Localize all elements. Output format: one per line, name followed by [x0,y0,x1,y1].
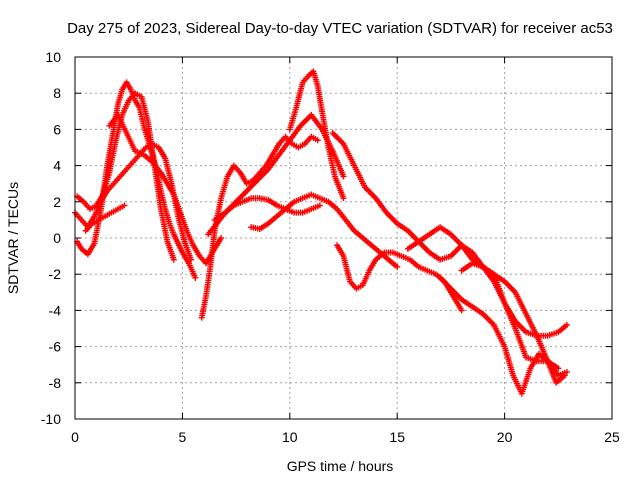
y-tick-label: -6 [49,339,62,355]
data-point [561,372,568,379]
data-point [314,137,321,144]
x-axis-label: GPS time / hours [287,458,394,474]
series-track-n [82,202,128,234]
series-track-j [334,242,465,314]
series-track-m [437,274,568,397]
data-point [458,307,465,314]
x-tick-label: 10 [282,429,298,445]
x-tick-label: 25 [604,429,620,445]
data-point [563,368,570,375]
data-point [394,263,401,270]
data-point [316,202,323,209]
series-track-l [404,224,570,379]
y-tick-label: 4 [53,158,61,174]
x-tick-label: 20 [497,429,513,445]
x-tick-label: 5 [179,429,187,445]
y-tick-label: 8 [53,85,61,101]
series-track-b [72,140,194,263]
y-tick-label: -10 [41,411,61,427]
tick-layer: 0 5 10 15 20 25 -10 -8 -6 -4 -2 0 2 4 6 8 10 [41,49,620,445]
y-tick-label: 10 [45,49,61,65]
y-tick-label: -8 [49,375,62,391]
series-track-o [458,260,562,372]
data-point [121,202,128,209]
series-track-a [74,79,199,281]
data-point [555,365,562,372]
data-point [563,321,570,328]
y-tick-label: 0 [53,230,61,246]
data-point [192,274,199,281]
y-tick-label: -4 [49,302,62,318]
data-point [340,173,347,180]
y-tick-label: 2 [53,194,61,210]
y-tick-label: -2 [49,266,62,282]
data-point [170,256,177,263]
series-track-i [286,68,347,202]
x-tick-label: 0 [71,429,79,445]
series-track-h [248,191,401,270]
data-point [340,195,347,202]
y-axis-label: SDTVAR / TECUs [5,182,21,294]
data-layer [72,68,570,397]
data-point [187,256,194,263]
y-tick-label: 6 [53,121,61,137]
data-point [218,235,225,241]
chart-title: Day 275 of 2023, Sidereal Day-to-day VTE… [67,20,613,37]
x-tick-label: 15 [389,429,405,445]
